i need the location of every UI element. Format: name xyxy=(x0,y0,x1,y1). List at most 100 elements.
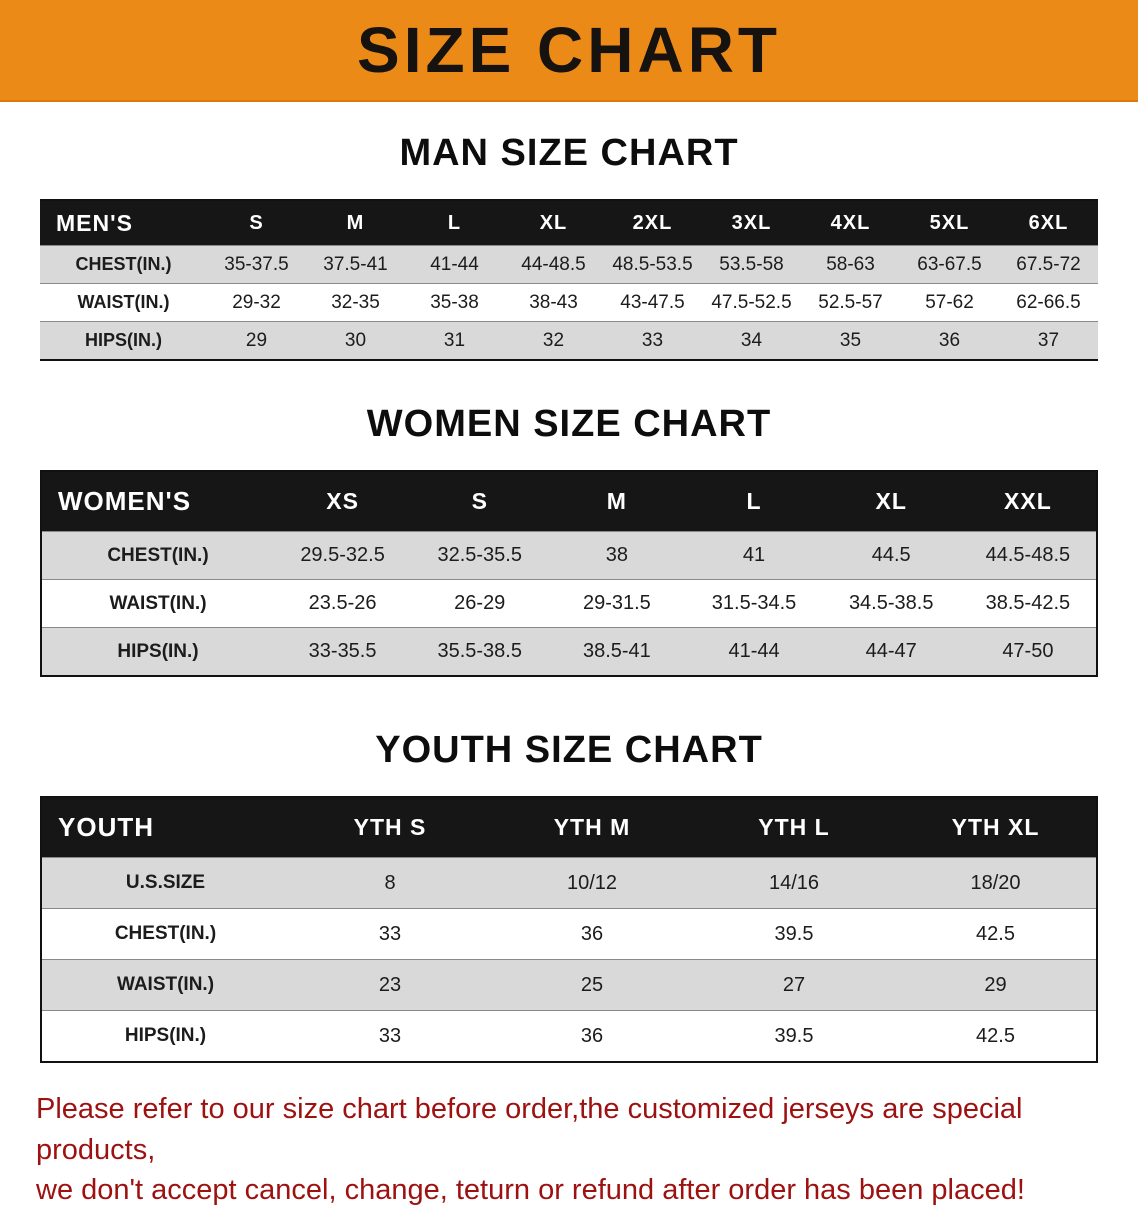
table-cell: 37 xyxy=(999,321,1098,360)
men-section-title: MAN SIZE CHART xyxy=(399,132,739,174)
table-row: CHEST(IN.) 29.5-32.5 32.5-35.5 38 41 44.5 44.5… xyxy=(41,531,1097,580)
row-label-cell: WAIST(IN.) xyxy=(41,959,289,1011)
table-title-cell: WOMEN'S xyxy=(41,471,274,532)
table-cell: 42.5 xyxy=(895,1010,1097,1062)
table-row: CHEST(IN.) 35-37.5 37.5-41 41-44 44-48.5 48.5… xyxy=(40,245,1098,284)
column-header: M xyxy=(306,200,405,246)
table-header-row: WOMEN'S XS S M L XL XXL xyxy=(41,471,1097,532)
table-cell: 25 xyxy=(491,959,693,1011)
table-title-cell: MEN'S xyxy=(40,200,207,246)
table-cell: 36 xyxy=(491,1010,693,1062)
table-cell: 41 xyxy=(685,531,823,580)
column-header: S xyxy=(207,200,306,246)
table-cell: 42.5 xyxy=(895,908,1097,960)
table-cell: 38.5-42.5 xyxy=(959,579,1097,628)
table-cell: 35-37.5 xyxy=(207,245,306,284)
table-cell: 41-44 xyxy=(685,627,823,676)
table-cell: 62-66.5 xyxy=(999,283,1098,322)
table-cell: 32-35 xyxy=(306,283,405,322)
table-cell: 29 xyxy=(895,959,1097,1011)
table-cell: 30 xyxy=(306,321,405,360)
table-cell: 29-31.5 xyxy=(548,579,686,628)
column-header: S xyxy=(411,471,549,532)
table-cell: 36 xyxy=(900,321,999,360)
size-chart-banner: SIZE CHART xyxy=(0,0,1138,102)
column-header: M xyxy=(548,471,686,532)
table-header-row: YOUTH YTH S YTH M YTH L YTH XL xyxy=(41,797,1097,858)
table-cell: 10/12 xyxy=(491,857,693,909)
column-header: YTH L xyxy=(693,797,895,858)
table-cell: 47.5-52.5 xyxy=(702,283,801,322)
column-header: XS xyxy=(274,471,412,532)
table-row: U.S.SIZE 8 10/12 14/16 18/20 xyxy=(41,857,1097,909)
disclaimer-line-1: Please refer to our size chart before or… xyxy=(36,1093,1023,1166)
table-cell: 41-44 xyxy=(405,245,504,284)
table-cell: 33 xyxy=(289,908,491,960)
row-label-cell: CHEST(IN.) xyxy=(40,245,207,284)
table-title-cell: YOUTH xyxy=(41,797,289,858)
table-cell: 37.5-41 xyxy=(306,245,405,284)
table-cell: 33-35.5 xyxy=(274,627,412,676)
table-cell: 32 xyxy=(504,321,603,360)
table-cell: 48.5-53.5 xyxy=(603,245,702,284)
column-header: 4XL xyxy=(801,200,900,246)
men-size-table: MEN'S S M L XL 2XL 3XL 4XL 5XL 6XL CHEST(IN.) 35-37… xyxy=(40,199,1098,361)
table-cell: 53.5-58 xyxy=(702,245,801,284)
table-cell: 29.5-32.5 xyxy=(274,531,412,580)
table-cell: 52.5-57 xyxy=(801,283,900,322)
table-cell: 38 xyxy=(548,531,686,580)
table-row: HIPS(IN.) 33 36 39.5 42.5 xyxy=(41,1010,1097,1062)
row-label-cell: WAIST(IN.) xyxy=(40,283,207,322)
table-cell: 31.5-34.5 xyxy=(685,579,823,628)
row-label-cell: WAIST(IN.) xyxy=(41,579,274,628)
column-header: 3XL xyxy=(702,200,801,246)
table-cell: 33 xyxy=(289,1010,491,1062)
table-cell: 44-47 xyxy=(822,627,960,676)
row-label-cell: U.S.SIZE xyxy=(41,857,289,909)
column-header: YTH M xyxy=(491,797,693,858)
table-cell: 44.5-48.5 xyxy=(959,531,1097,580)
table-cell: 38.5-41 xyxy=(548,627,686,676)
table-cell: 18/20 xyxy=(895,857,1097,909)
table-cell: 23 xyxy=(289,959,491,1011)
table-cell: 58-63 xyxy=(801,245,900,284)
table-cell: 43-47.5 xyxy=(603,283,702,322)
table-cell: 35.5-38.5 xyxy=(411,627,549,676)
disclaimer-note: Please refer to our size chart before or… xyxy=(36,1089,1102,1211)
youth-section-title: YOUTH SIZE CHART xyxy=(375,729,763,771)
column-header: L xyxy=(405,200,504,246)
table-row: HIPS(IN.) 33-35.5 35.5-38.5 38.5-41 41-44 44-… xyxy=(41,627,1097,676)
table-cell: 39.5 xyxy=(693,908,895,960)
table-cell: 8 xyxy=(289,857,491,909)
column-header: 5XL xyxy=(900,200,999,246)
row-label-cell: HIPS(IN.) xyxy=(41,1010,289,1062)
table-cell: 27 xyxy=(693,959,895,1011)
table-cell: 14/16 xyxy=(693,857,895,909)
table-row: HIPS(IN.) 29 30 31 32 33 34 35 36 37 xyxy=(40,321,1098,360)
women-section-title: WOMEN SIZE CHART xyxy=(366,403,772,445)
table-cell: 29-32 xyxy=(207,283,306,322)
row-label-cell: HIPS(IN.) xyxy=(41,627,274,676)
table-cell: 63-67.5 xyxy=(900,245,999,284)
table-cell: 26-29 xyxy=(411,579,549,628)
column-header: YTH XL xyxy=(895,797,1097,858)
table-cell: 44-48.5 xyxy=(504,245,603,284)
column-header: XL xyxy=(822,471,960,532)
table-cell: 39.5 xyxy=(693,1010,895,1062)
column-header: XL xyxy=(504,200,603,246)
table-cell: 44.5 xyxy=(822,531,960,580)
table-cell: 29 xyxy=(207,321,306,360)
row-label-cell: CHEST(IN.) xyxy=(41,908,289,960)
table-cell: 23.5-26 xyxy=(274,579,412,628)
table-cell: 34.5-38.5 xyxy=(822,579,960,628)
row-label-cell: HIPS(IN.) xyxy=(40,321,207,360)
table-cell: 35 xyxy=(801,321,900,360)
table-cell: 38-43 xyxy=(504,283,603,322)
table-cell: 47-50 xyxy=(959,627,1097,676)
page-title: SIZE CHART xyxy=(357,14,781,86)
table-cell: 32.5-35.5 xyxy=(411,531,549,580)
row-label-cell: CHEST(IN.) xyxy=(41,531,274,580)
column-header: L xyxy=(685,471,823,532)
table-cell: 35-38 xyxy=(405,283,504,322)
column-header: 6XL xyxy=(999,200,1098,246)
